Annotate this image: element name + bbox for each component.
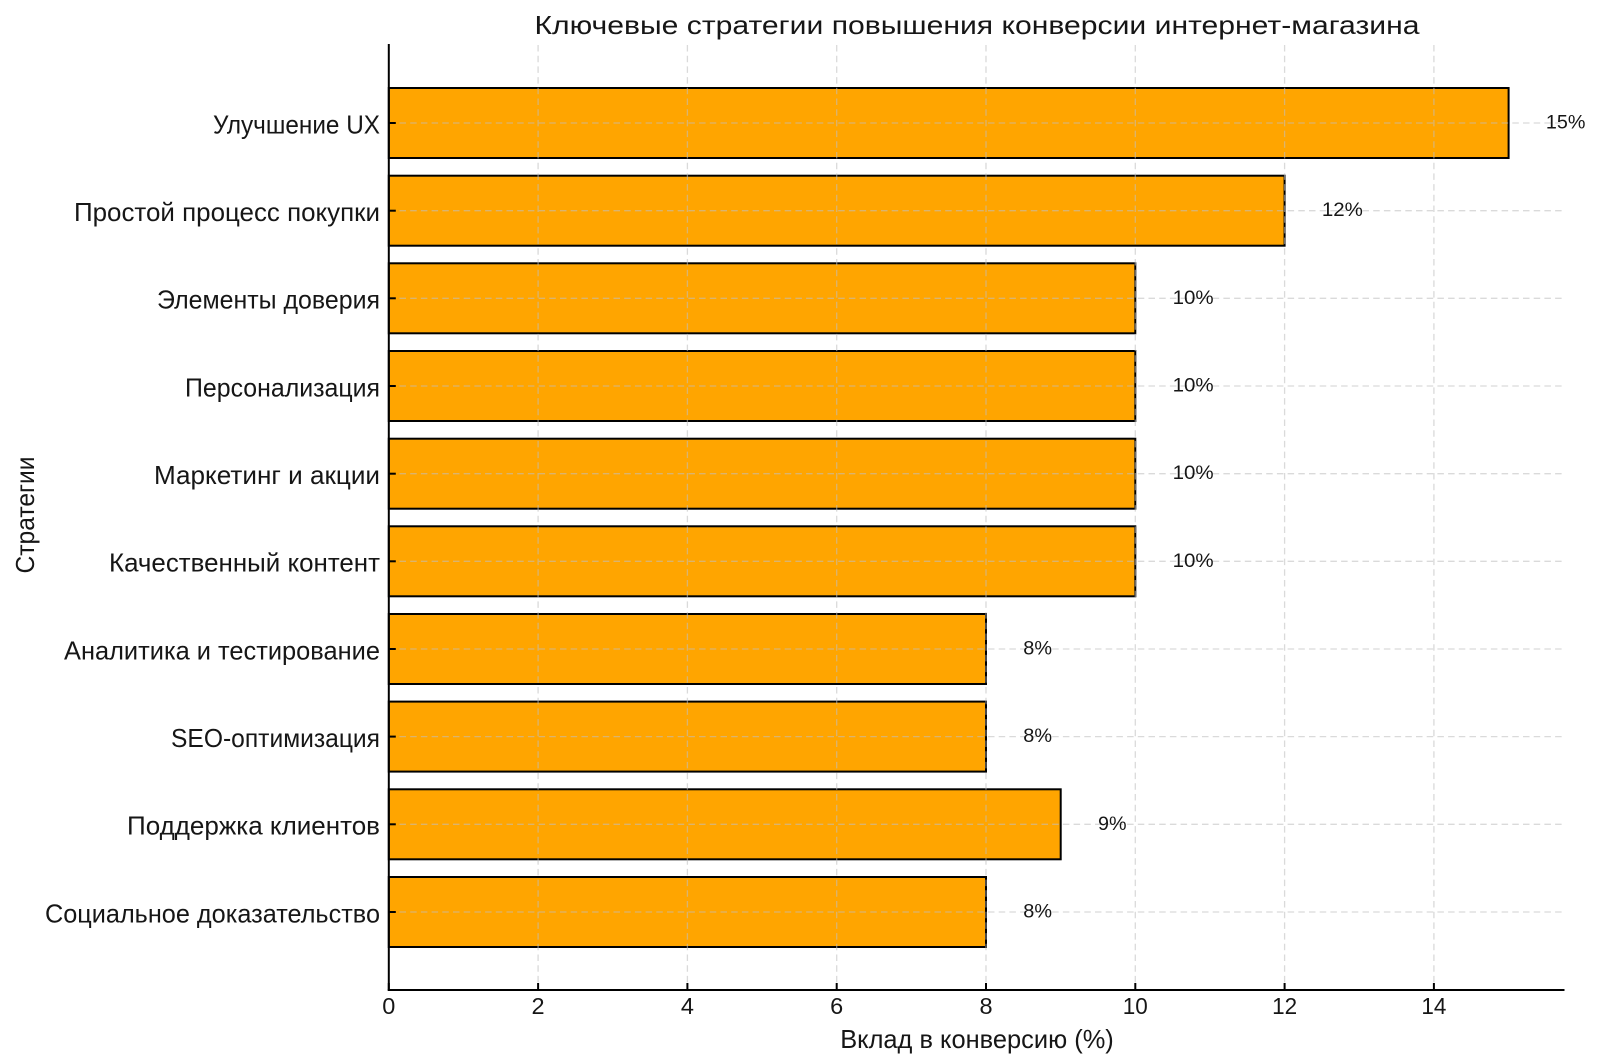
svg-text:Качественный контент: Качественный контент — [109, 548, 380, 578]
svg-text:Ключевые стратегии повышения к: Ключевые стратегии повышения конверсии и… — [535, 10, 1421, 40]
svg-text:12%: 12% — [1322, 199, 1363, 221]
svg-text:Поддержка клиентов: Поддержка клиентов — [127, 811, 380, 841]
svg-text:8%: 8% — [1023, 725, 1052, 747]
svg-text:14: 14 — [1421, 993, 1446, 1019]
svg-text:8%: 8% — [1023, 638, 1052, 660]
svg-text:Улучшение UX: Улучшение UX — [213, 109, 380, 139]
svg-text:9%: 9% — [1098, 813, 1127, 835]
svg-text:15%: 15% — [1546, 112, 1586, 134]
svg-text:Стратегии: Стратегии — [10, 457, 40, 574]
svg-text:2: 2 — [532, 993, 545, 1019]
svg-text:Маркетинг и акции: Маркетинг и акции — [154, 460, 380, 490]
svg-text:10%: 10% — [1173, 375, 1214, 397]
svg-text:8%: 8% — [1023, 901, 1052, 923]
svg-text:Элементы доверия: Элементы доверия — [157, 285, 380, 315]
svg-text:0: 0 — [382, 993, 395, 1019]
svg-text:Персонализация: Персонализация — [185, 372, 380, 402]
svg-text:Вклад в конверсию (%): Вклад в конверсию (%) — [840, 1024, 1114, 1054]
svg-text:Аналитика и тестирование: Аналитика и тестирование — [64, 635, 380, 665]
svg-text:8: 8 — [979, 993, 992, 1019]
svg-text:SEO-оптимизация: SEO-оптимизация — [171, 723, 380, 753]
svg-text:6: 6 — [830, 993, 843, 1019]
svg-text:10%: 10% — [1173, 287, 1214, 309]
svg-text:Социальное доказательство: Социальное доказательство — [45, 898, 380, 928]
svg-text:Простой процесс покупки: Простой процесс покупки — [74, 197, 380, 227]
svg-text:10%: 10% — [1173, 462, 1214, 484]
svg-text:10%: 10% — [1173, 550, 1214, 572]
svg-text:4: 4 — [681, 993, 694, 1019]
svg-text:12: 12 — [1272, 993, 1297, 1019]
svg-text:10: 10 — [1123, 993, 1148, 1019]
